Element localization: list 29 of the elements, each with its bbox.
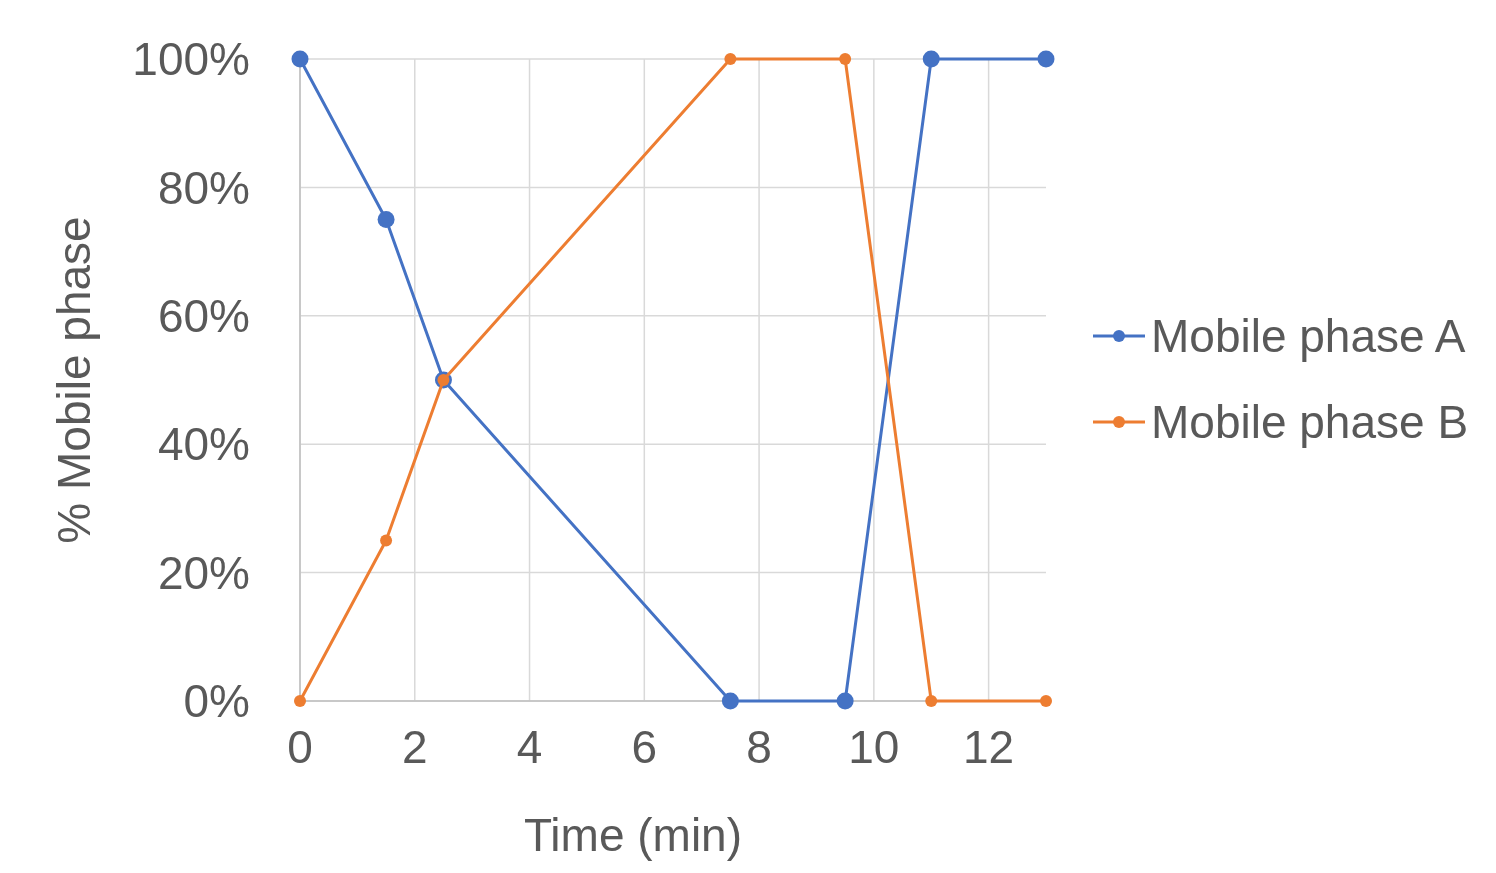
x-tick-label: 10 — [848, 721, 900, 773]
x-tick-label: 6 — [631, 721, 658, 773]
point — [380, 534, 393, 547]
point — [377, 211, 395, 228]
x-tick-label: 12 — [963, 721, 1015, 773]
x-axis-title: Time (min) — [523, 809, 743, 861]
y-tick-label: 60% — [157, 289, 250, 342]
x-tick-label: 0 — [287, 721, 313, 773]
point — [925, 695, 938, 707]
legend-label: Mobile phase B — [1151, 396, 1469, 449]
x-tick-label: 4 — [516, 721, 543, 773]
point — [721, 692, 739, 710]
y-axis-title: % Mobile phase — [48, 216, 100, 544]
point — [922, 50, 940, 68]
y-tick-label: 40% — [157, 418, 250, 471]
y-tick-label: 100% — [132, 33, 250, 86]
y-tick-label: 80% — [157, 161, 250, 214]
y-tick-label: 0% — [183, 675, 250, 728]
legend-label: Mobile phase A — [1151, 310, 1466, 363]
point — [839, 53, 852, 65]
x-tick-label: 2 — [401, 721, 428, 773]
x-tick-label: 8 — [746, 721, 772, 773]
point — [1037, 50, 1055, 68]
point — [724, 53, 737, 65]
point — [291, 50, 309, 68]
y-tick-label: 20% — [157, 546, 250, 599]
point — [294, 695, 306, 707]
point — [836, 692, 854, 710]
point — [1040, 695, 1052, 707]
